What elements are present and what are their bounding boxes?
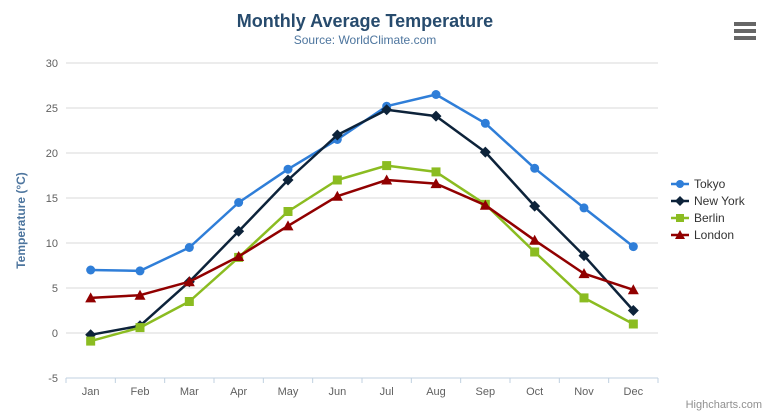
x-axis-tick-label: Jan [82, 386, 100, 398]
data-point-london-mar[interactable] [183, 276, 195, 287]
data-point-new-york-apr[interactable] [233, 225, 245, 237]
legend-item-berlin[interactable]: Berlin [671, 211, 745, 225]
y-axis-tick-label: -5 [48, 373, 58, 385]
y-axis-tick-label: 0 [52, 328, 58, 340]
data-point-new-york-jun[interactable] [331, 129, 343, 141]
legend-symbol-tokyo[interactable] [676, 180, 684, 188]
data-point-berlin-jul[interactable] [382, 161, 392, 171]
legend-symbol-london[interactable] [675, 230, 685, 239]
data-point-tokyo-sep[interactable] [480, 118, 490, 128]
legend-symbol-berlin[interactable] [676, 214, 684, 222]
data-point-london-feb[interactable] [134, 289, 146, 300]
data-point-london-jan[interactable] [85, 292, 97, 303]
data-point-berlin-mar[interactable] [184, 297, 194, 306]
x-axis-tick-label: Sep [476, 386, 496, 398]
data-point-tokyo-jan[interactable] [86, 265, 96, 275]
data-point-new-york-aug[interactable] [430, 110, 442, 122]
x-axis-tick-label: Apr [230, 386, 247, 398]
data-point-tokyo-oct[interactable] [530, 163, 540, 173]
data-point-berlin-dec[interactable] [628, 319, 638, 329]
legend-item-new-york[interactable]: New York [671, 194, 745, 208]
x-axis-tick-label: Dec [624, 386, 644, 398]
legend-item-tokyo[interactable]: Tokyo [671, 177, 745, 191]
data-point-london-jul[interactable] [381, 174, 393, 185]
y-axis-tick-label: 30 [46, 58, 58, 70]
series-line-tokyo [89, 93, 635, 273]
data-point-berlin-may[interactable] [283, 207, 293, 216]
data-point-london-nov[interactable] [578, 268, 590, 279]
data-point-tokyo-mar[interactable] [184, 243, 194, 252]
series-line-london [89, 178, 635, 300]
data-point-london-may[interactable] [282, 220, 294, 231]
hamburger-icon [734, 29, 756, 33]
data-point-berlin-nov[interactable] [579, 293, 589, 303]
x-axis-tick-label: Oct [526, 386, 543, 398]
legend-item-london[interactable]: London [671, 228, 745, 242]
x-axis-tick-label: Aug [426, 386, 446, 398]
data-point-tokyo-feb[interactable] [135, 266, 145, 276]
data-point-tokyo-apr[interactable] [234, 198, 244, 207]
data-point-tokyo-may[interactable] [283, 164, 293, 174]
legend-label: Berlin [694, 211, 725, 225]
data-point-tokyo-dec[interactable] [628, 242, 638, 252]
legend-symbol-new-york[interactable] [675, 196, 685, 206]
data-point-berlin-feb[interactable] [135, 323, 145, 333]
series-line-new-york [89, 108, 635, 337]
data-point-new-york-dec[interactable] [627, 305, 639, 316]
y-axis-tick-label: 15 [46, 193, 58, 205]
legend-label: Tokyo [694, 177, 726, 191]
legend-marker-circle-icon [671, 180, 689, 188]
chart-title: Monthly Average Temperature [236, 11, 494, 31]
data-point-new-york-nov[interactable] [578, 250, 590, 262]
x-axis-tick-label: Feb [131, 386, 150, 398]
hamburger-icon [734, 22, 756, 26]
data-point-london-aug[interactable] [430, 178, 442, 189]
y-axis-tick-label: 20 [46, 148, 58, 160]
legend-marker-diamond-icon [671, 196, 689, 206]
data-point-london-sep[interactable] [479, 199, 491, 210]
data-point-berlin-jun[interactable] [332, 175, 342, 185]
data-point-new-york-jul[interactable] [381, 104, 393, 116]
chart-subtitle: Source: WorldClimate.com [293, 33, 437, 47]
credits-link[interactable]: Highcharts.com [685, 399, 762, 411]
y-axis-title: Temperature (°C) [14, 172, 28, 269]
hamburger-icon [734, 36, 756, 40]
legend-marker-square-icon [671, 214, 689, 222]
data-point-london-oct[interactable] [529, 234, 541, 245]
data-point-new-york-sep[interactable] [479, 146, 491, 158]
data-point-tokyo-aug[interactable] [431, 90, 441, 99]
legend: Tokyo New York Berlin London [671, 177, 745, 242]
y-axis-tick-label: 5 [52, 283, 58, 295]
data-point-new-york-may[interactable] [282, 174, 294, 186]
data-point-new-york-oct[interactable] [529, 200, 541, 212]
data-point-berlin-oct[interactable] [530, 247, 540, 257]
x-axis-tick-label: Mar [180, 386, 199, 398]
series-line-berlin [89, 164, 635, 343]
context-menu-button[interactable] [734, 22, 756, 43]
x-axis-tick-label: Jun [328, 386, 346, 398]
data-point-tokyo-nov[interactable] [579, 203, 589, 213]
data-point-london-dec[interactable] [627, 284, 639, 295]
x-axis-tick-label: Nov [574, 386, 594, 398]
y-axis-tick-label: 25 [46, 103, 58, 115]
x-axis-tick-label: Jul [380, 386, 394, 398]
data-point-london-apr[interactable] [233, 251, 245, 261]
x-axis-tick-label: May [278, 386, 299, 398]
legend-label: London [694, 228, 735, 242]
data-point-london-jun[interactable] [331, 190, 343, 201]
legend-marker-triangle-icon [671, 230, 689, 239]
data-point-berlin-jan[interactable] [86, 336, 96, 346]
data-point-berlin-aug[interactable] [431, 167, 441, 177]
legend-label: New York [694, 194, 745, 208]
y-axis-tick-label: 10 [46, 238, 58, 250]
